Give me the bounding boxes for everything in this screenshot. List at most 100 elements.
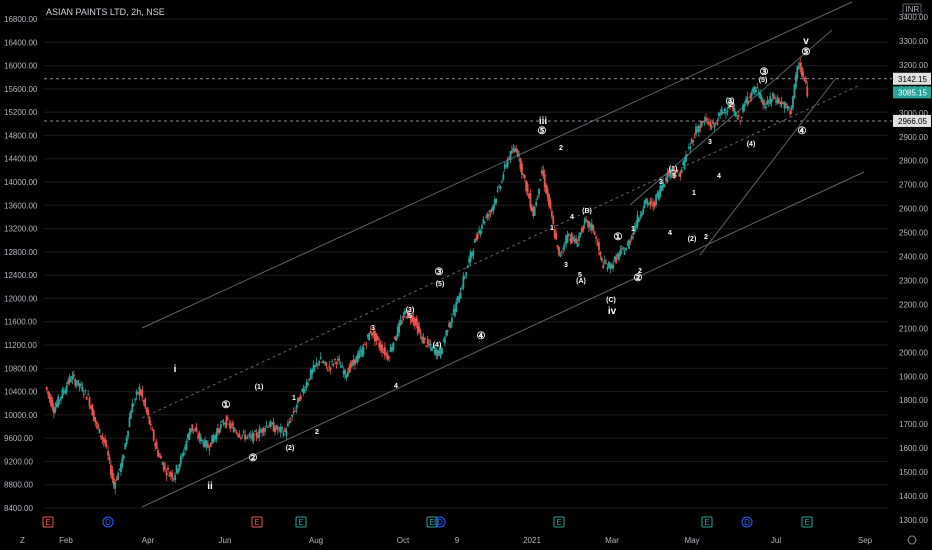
candle-body [496,189,499,192]
candle-body [448,323,451,327]
candle-body [743,104,746,108]
candle-body [543,174,546,188]
candle-body [158,455,161,457]
candle-body [562,247,565,250]
candle-body [787,106,790,109]
candle-body [104,439,107,444]
candle-body [804,80,807,83]
candle-body [55,403,58,408]
earnings-marker: E [429,518,434,527]
wave-label-minor: 2 [729,102,733,109]
candle-body [501,181,503,183]
candle-body [50,396,52,406]
candle-body [339,366,342,368]
candle-body [755,89,757,93]
candle-body [572,237,575,239]
candle-body [365,344,368,346]
candle-body [672,172,675,174]
candle-body [399,320,402,325]
candle-body [194,430,197,432]
candle-body [239,437,242,439]
left-price-axis: 8400.00 8800.00 9200.00 9600.00 10000.00 1040… [4,15,38,513]
candle-body [456,296,459,300]
candle-body [164,467,167,469]
candle-body [635,224,637,228]
earnings-marker: E [254,518,259,527]
left-tick-label: 13600.00 [4,201,38,210]
dividend-marker: D [437,518,443,527]
candle-body [201,439,204,442]
candle-body [783,102,786,109]
candle-body [324,361,326,363]
candle-body [232,426,235,433]
candle-body [58,399,61,401]
time-axis[interactable]: Feb Apr Jun Aug Oct 9 2021 Mar May Jul Sep [59,536,873,545]
candle-body [266,426,269,428]
candle-body [598,242,600,251]
right-tick-label: 2000.00 [899,348,928,357]
candle-body [60,396,62,400]
candle-body [364,343,366,345]
candle-body [727,101,730,109]
candle-body [208,448,211,451]
candle-body [211,434,214,444]
dividend-marker: D [744,518,750,527]
candle-body [348,366,351,373]
candle-body [736,118,739,120]
left-tick-label: 16400.00 [4,38,38,47]
candle-body [431,347,433,351]
candle-body [305,382,308,389]
candle-body [352,359,355,364]
grid-lines [44,18,888,509]
candle-body [662,182,665,188]
candle-body [298,397,301,402]
candle-body [647,203,650,205]
wave-label-minor: (3) [406,307,415,314]
candle-body [286,423,289,427]
candle-body [508,158,510,160]
candle-body [87,394,89,396]
candle-body [552,216,555,225]
candle-body [368,332,371,341]
right-tick-label: 1500.00 [899,468,928,477]
candle-body [346,371,349,377]
candle-body [402,315,405,318]
candle-body [578,236,580,241]
candle-body [278,427,281,429]
right-price-axis[interactable]: 1300.00 1400.00 1500.00 1600.00 1700.00 1800.… [899,3,928,525]
candle-body [603,259,606,263]
candle-body [285,430,288,436]
wave-label-major: i [174,364,177,375]
candle-body [85,396,88,400]
left-tick-label: 12400.00 [4,271,38,280]
candle-body [67,380,70,384]
wave-label-circled: ② [249,453,258,464]
candle-body [354,359,356,365]
candle-body [361,348,363,357]
candle-body [469,251,472,262]
candle-body [472,250,475,256]
candle-body [786,106,789,108]
wave-label-minor: (C) [606,297,616,304]
candle-body [328,366,331,368]
candle-body [645,198,647,203]
candle-body [411,315,413,323]
candle-body [620,248,623,250]
candle-body [331,360,334,362]
candle-body [57,396,60,407]
axis-corner-controls[interactable]: Z [20,535,917,545]
candle-body [542,170,545,177]
price-level-tag-box [893,114,931,127]
candle-body [449,322,452,328]
candle-body [643,200,646,208]
candle-body [550,210,553,217]
candle-body [225,416,228,427]
wave-label-circled: ① [222,400,231,411]
candle-body [199,436,202,442]
wave-label-major: iii [539,116,548,127]
candle-body [311,369,314,375]
candle-body [433,349,436,354]
